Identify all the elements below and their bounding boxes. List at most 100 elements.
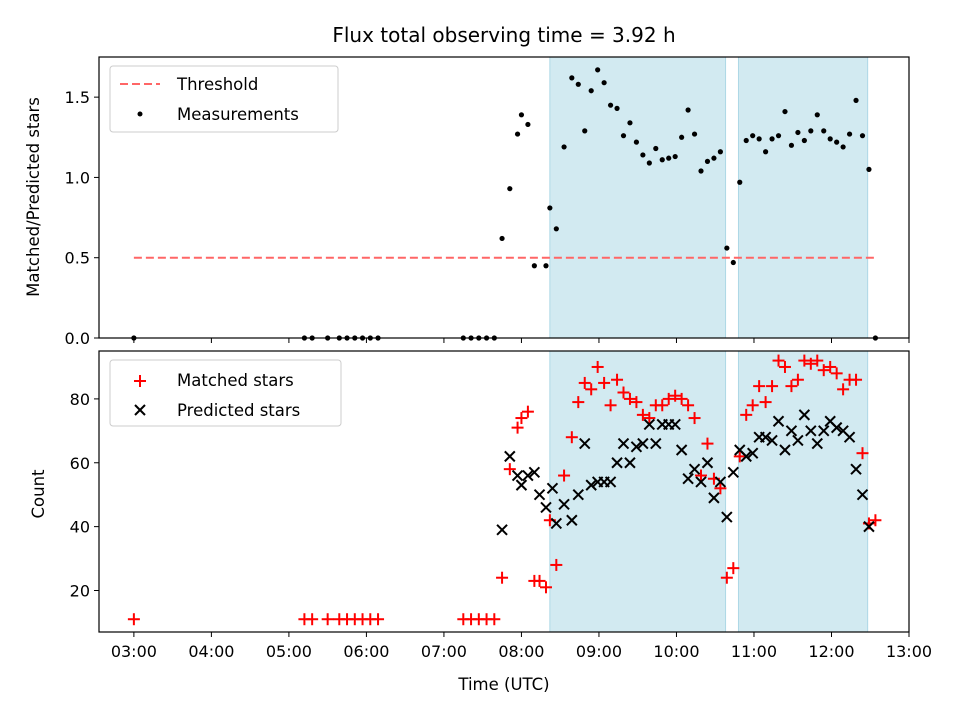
matched-star-point (372, 613, 385, 626)
measurement-point (795, 129, 801, 136)
matched-star-point (746, 399, 759, 412)
matched-star-point (798, 354, 811, 367)
measurement-point (531, 263, 537, 269)
matched-star-point (127, 613, 140, 626)
legend-measurements-label: Measurements (177, 105, 299, 124)
predicted-star-point (504, 450, 516, 463)
measurement-point (507, 186, 513, 192)
matched-star-point (656, 399, 669, 412)
measurement-point (514, 131, 521, 137)
matched-star-point (811, 354, 824, 367)
matched-star-point (662, 392, 675, 405)
matched-star-point (572, 396, 585, 409)
measurement-point (717, 149, 723, 155)
y-tick-label: 60 (70, 454, 90, 473)
matched-star-point (585, 383, 598, 396)
x-tick-label: 08:00 (498, 642, 544, 661)
predicted-star-point (843, 431, 856, 443)
predicted-star-point (850, 463, 862, 475)
predicted-star-point (708, 492, 720, 504)
measurement-point (525, 121, 531, 128)
y-tick-label: 40 (70, 518, 90, 537)
matched-star-point (630, 396, 643, 409)
measurement-point (614, 105, 620, 111)
matched-star-point (791, 373, 804, 386)
bottom-panel-shaded-intervals (549, 350, 869, 633)
measurement-point (840, 144, 846, 150)
predicted-star-point (585, 479, 597, 491)
predicted-star-point (759, 431, 772, 443)
measurement-point (569, 75, 575, 81)
predicted-star-point (669, 418, 681, 431)
measurement-point (846, 131, 853, 137)
predicted-star-point (675, 444, 688, 456)
predicted-star-point (558, 498, 570, 510)
measurement-point (769, 136, 775, 142)
matched-star-point (733, 450, 746, 463)
top-panel-y-ticks: 0.0 0.5 1.0 1.5 (65, 88, 99, 348)
legend-threshold-label: Threshold (176, 75, 258, 94)
predicted-star-point (766, 434, 778, 447)
measurement-point (607, 102, 614, 108)
matched-star-point (598, 376, 611, 389)
matched-star-point (830, 367, 843, 380)
top-panel-frame (98, 56, 910, 339)
shaded-interval (737, 56, 869, 339)
predicted-star-point (792, 434, 804, 447)
measurement-point (666, 155, 672, 161)
measurement-point (814, 112, 820, 118)
predicted-star-point (746, 447, 759, 459)
bottom-legend-box (109, 359, 342, 427)
predicted-star-point (572, 488, 584, 501)
matched-star-point (306, 613, 319, 626)
x-tick-label: 12:00 (808, 642, 854, 661)
measurement-point (775, 133, 782, 139)
x-tick-label: 04:00 (188, 642, 234, 661)
matched-star-point (850, 373, 863, 386)
predicted-star-point (540, 501, 552, 514)
measurement-point (801, 137, 807, 144)
measurement-point (737, 179, 743, 185)
predicted-star-point (528, 466, 541, 479)
matched-star-point (740, 408, 753, 421)
legend-matched-label: Matched stars (177, 371, 294, 390)
measurement-point (788, 142, 795, 148)
measurement-point (627, 120, 633, 126)
matched-star-point (636, 408, 649, 421)
measurement-point (743, 137, 749, 144)
measurement-point (547, 205, 553, 211)
matched-star-point (778, 360, 791, 373)
measurement-point (653, 145, 659, 152)
matched-star-point (701, 437, 714, 450)
predicted-star-point (604, 476, 617, 488)
measurement-point (679, 134, 685, 140)
matched-star-point (772, 354, 785, 367)
measurement-point (730, 259, 736, 266)
measurement-point (685, 107, 691, 113)
predicted-star-point (579, 437, 591, 450)
matched-legend-marker (134, 375, 146, 387)
x-tick-label: 06:00 (343, 642, 389, 661)
matched-star-point (591, 360, 604, 373)
x-tick-label: 09:00 (576, 642, 622, 661)
measurement-point (724, 245, 730, 251)
matched-star-point (669, 389, 682, 402)
measurement-point (588, 88, 594, 94)
matched-star-point (869, 514, 882, 527)
matched-star-point (643, 412, 656, 425)
y-tick-label: 0.5 (65, 249, 90, 268)
measurement-point (672, 153, 678, 160)
bottom-panel-x-ticks: 03:00 04:00 05:00 06:00 07:00 08:00 09:00 10:00… (111, 632, 932, 661)
predicted-star-point (701, 457, 714, 469)
matched-star-point (759, 396, 772, 409)
matched-star-point (682, 399, 695, 412)
matched-star-point (675, 392, 688, 405)
matched-star-point (604, 399, 617, 412)
predicted-legend-marker (134, 404, 146, 416)
measurement-point (659, 157, 665, 163)
x-tick-label: 11:00 (731, 642, 777, 661)
predicted-star-point (772, 415, 785, 427)
matched-star-point (804, 357, 817, 370)
predicted-star-point (682, 473, 694, 485)
